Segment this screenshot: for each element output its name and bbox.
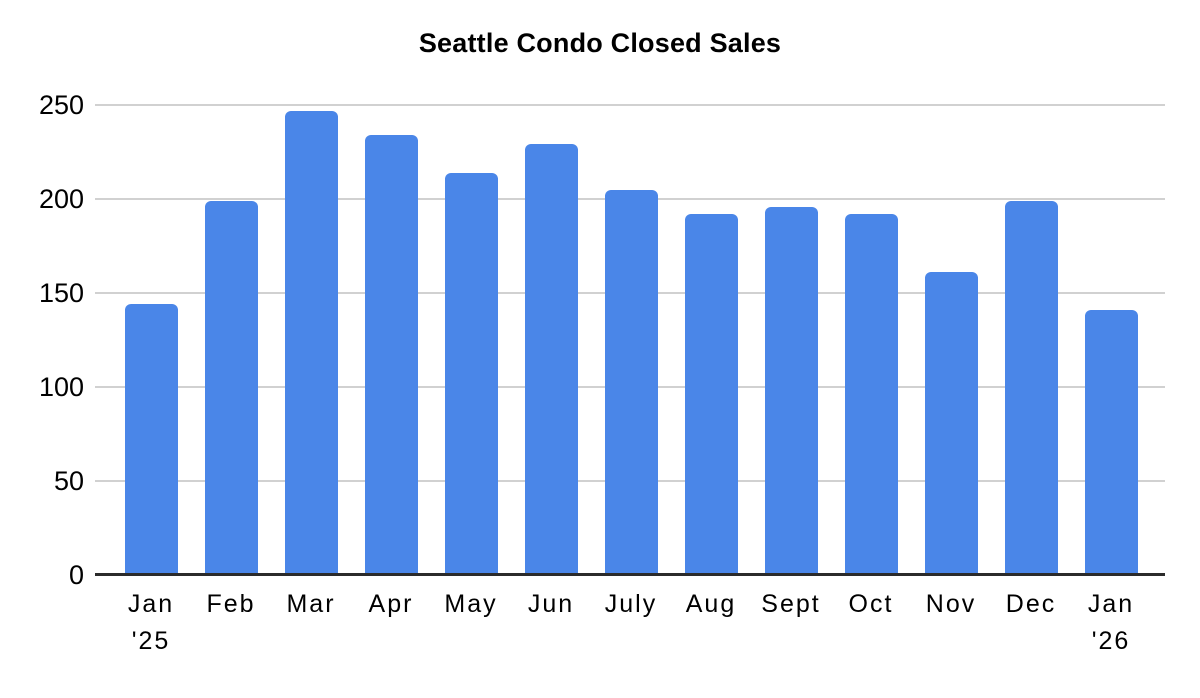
- x-tick-label-2: Mar: [286, 590, 336, 618]
- bar-jan-12: [1084, 309, 1138, 575]
- bar-apr-3: [364, 135, 418, 575]
- bar-may-4: [444, 172, 498, 575]
- x-tick-label-12: Jan '26: [1087, 590, 1135, 655]
- bar-nov-10: [924, 272, 978, 575]
- x-tick-label-10: Nov: [925, 590, 977, 618]
- bar-jan-0: [124, 304, 178, 575]
- x-tick-label-3: Apr: [368, 590, 414, 618]
- bar-jun-5: [524, 144, 578, 575]
- x-tick-label-9: Oct: [848, 590, 894, 618]
- y-tick-label-150: 150: [38, 278, 84, 308]
- y-tick-label-0: 0: [68, 560, 84, 590]
- bar-slot: [351, 104, 431, 576]
- plot-area: [95, 104, 1165, 576]
- bar-slot: [991, 104, 1071, 576]
- bars-container: [111, 104, 1151, 576]
- y-tick-label-100: 100: [38, 372, 84, 402]
- x-tick-label-0: Jan '25: [127, 590, 175, 655]
- chart-title: Seattle Condo Closed Sales: [418, 28, 782, 58]
- x-tick-label-8: Sept: [761, 590, 821, 618]
- bar-dec-11: [1004, 200, 1058, 575]
- bar-slot: [431, 104, 511, 576]
- bar-slot: [271, 104, 351, 576]
- bar-sept-8: [764, 206, 818, 575]
- bar-july-6: [604, 189, 658, 575]
- bar-slot: [751, 104, 831, 576]
- y-axis: 0 50 100 150 200 250: [0, 90, 84, 590]
- bar-slot: [671, 104, 751, 576]
- bar-slot: [591, 104, 671, 576]
- x-axis: Jan '25 Feb Mar Apr May Jun July Aug Sept Oct Nov De…: [111, 586, 1151, 660]
- x-tick-label-5: Jun: [527, 590, 575, 618]
- x-tick-label-1: Feb: [206, 590, 256, 618]
- bar-slot: [911, 104, 991, 576]
- y-tick-label-200: 200: [38, 184, 84, 214]
- bar-mar-2: [284, 110, 338, 575]
- x-tick-label-7: Aug: [685, 590, 737, 618]
- bar-slot: [511, 104, 591, 576]
- bar-slot: [1071, 104, 1151, 576]
- bar-slot: [191, 104, 271, 576]
- x-tick-label-4: May: [444, 590, 498, 618]
- bar-oct-9: [844, 214, 898, 575]
- x-axis-line: [95, 573, 1165, 576]
- bar-slot: [111, 104, 191, 576]
- gridline-250: [95, 104, 1165, 106]
- x-tick-label-6: July: [604, 590, 658, 618]
- y-tick-label-250: 250: [38, 90, 84, 120]
- bar-feb-1: [204, 200, 258, 575]
- bar-aug-7: [684, 214, 738, 575]
- x-tick-label-11: Dec: [1005, 590, 1057, 618]
- y-tick-label-50: 50: [53, 466, 84, 496]
- bar-slot: [831, 104, 911, 576]
